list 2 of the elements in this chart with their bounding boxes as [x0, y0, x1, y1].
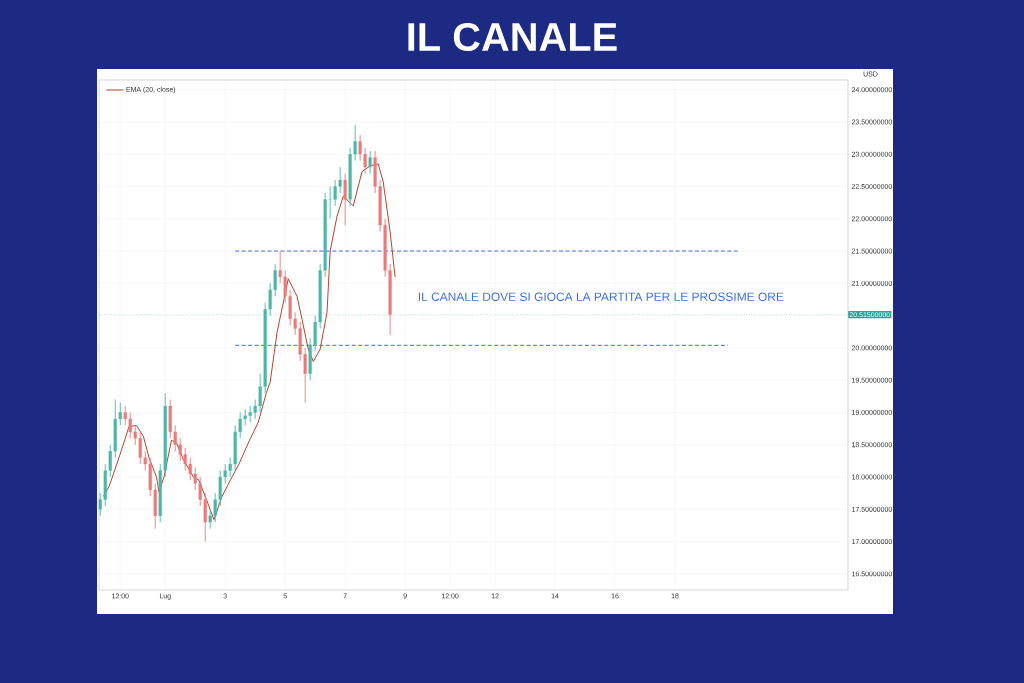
- chart-title: IL CANALE: [408, 22, 617, 52]
- annotation: IL CANALE DOVE SI GIOCA LA PARTITA PER LE PROSSIME ORE: [418, 292, 784, 301]
